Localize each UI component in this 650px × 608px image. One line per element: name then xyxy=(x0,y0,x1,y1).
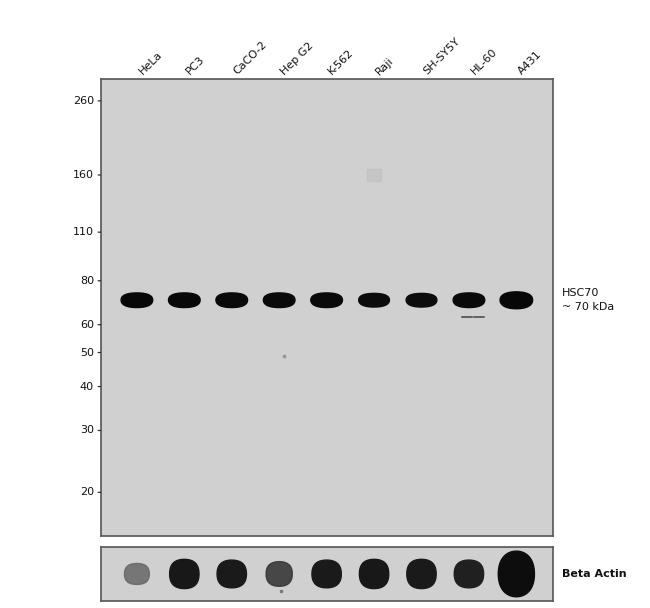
Text: 50: 50 xyxy=(80,348,94,358)
Polygon shape xyxy=(266,562,292,586)
Text: CaCO-2: CaCO-2 xyxy=(232,40,269,77)
Polygon shape xyxy=(454,560,484,588)
Polygon shape xyxy=(407,559,436,589)
Text: Hep G2: Hep G2 xyxy=(280,40,316,77)
Polygon shape xyxy=(263,293,295,308)
Polygon shape xyxy=(453,293,485,308)
Polygon shape xyxy=(217,560,246,588)
Polygon shape xyxy=(311,293,343,308)
Text: HSC70
~ 70 kDa: HSC70 ~ 70 kDa xyxy=(562,288,614,312)
Text: 40: 40 xyxy=(80,382,94,392)
Text: 260: 260 xyxy=(73,96,94,106)
Text: 30: 30 xyxy=(80,426,94,435)
Text: 60: 60 xyxy=(80,320,94,330)
Polygon shape xyxy=(359,559,389,589)
Polygon shape xyxy=(406,294,437,307)
Text: A431: A431 xyxy=(516,49,544,77)
Polygon shape xyxy=(500,292,532,309)
Text: 80: 80 xyxy=(80,276,94,286)
Polygon shape xyxy=(312,560,341,588)
Text: Beta Actin: Beta Actin xyxy=(562,569,626,579)
Polygon shape xyxy=(124,564,150,584)
Polygon shape xyxy=(170,559,199,589)
Polygon shape xyxy=(168,293,200,308)
Text: SH-SY5Y: SH-SY5Y xyxy=(421,36,462,77)
Text: 110: 110 xyxy=(73,227,94,237)
Polygon shape xyxy=(216,293,248,308)
Text: K-562: K-562 xyxy=(326,47,356,77)
Text: PC3: PC3 xyxy=(185,55,207,77)
Text: HL-60: HL-60 xyxy=(469,47,499,77)
Polygon shape xyxy=(121,293,153,308)
Polygon shape xyxy=(359,294,389,307)
Text: HeLa: HeLa xyxy=(137,50,164,77)
Text: 160: 160 xyxy=(73,170,94,180)
Polygon shape xyxy=(499,551,534,597)
Text: Raji: Raji xyxy=(374,55,396,77)
Text: 20: 20 xyxy=(80,488,94,497)
